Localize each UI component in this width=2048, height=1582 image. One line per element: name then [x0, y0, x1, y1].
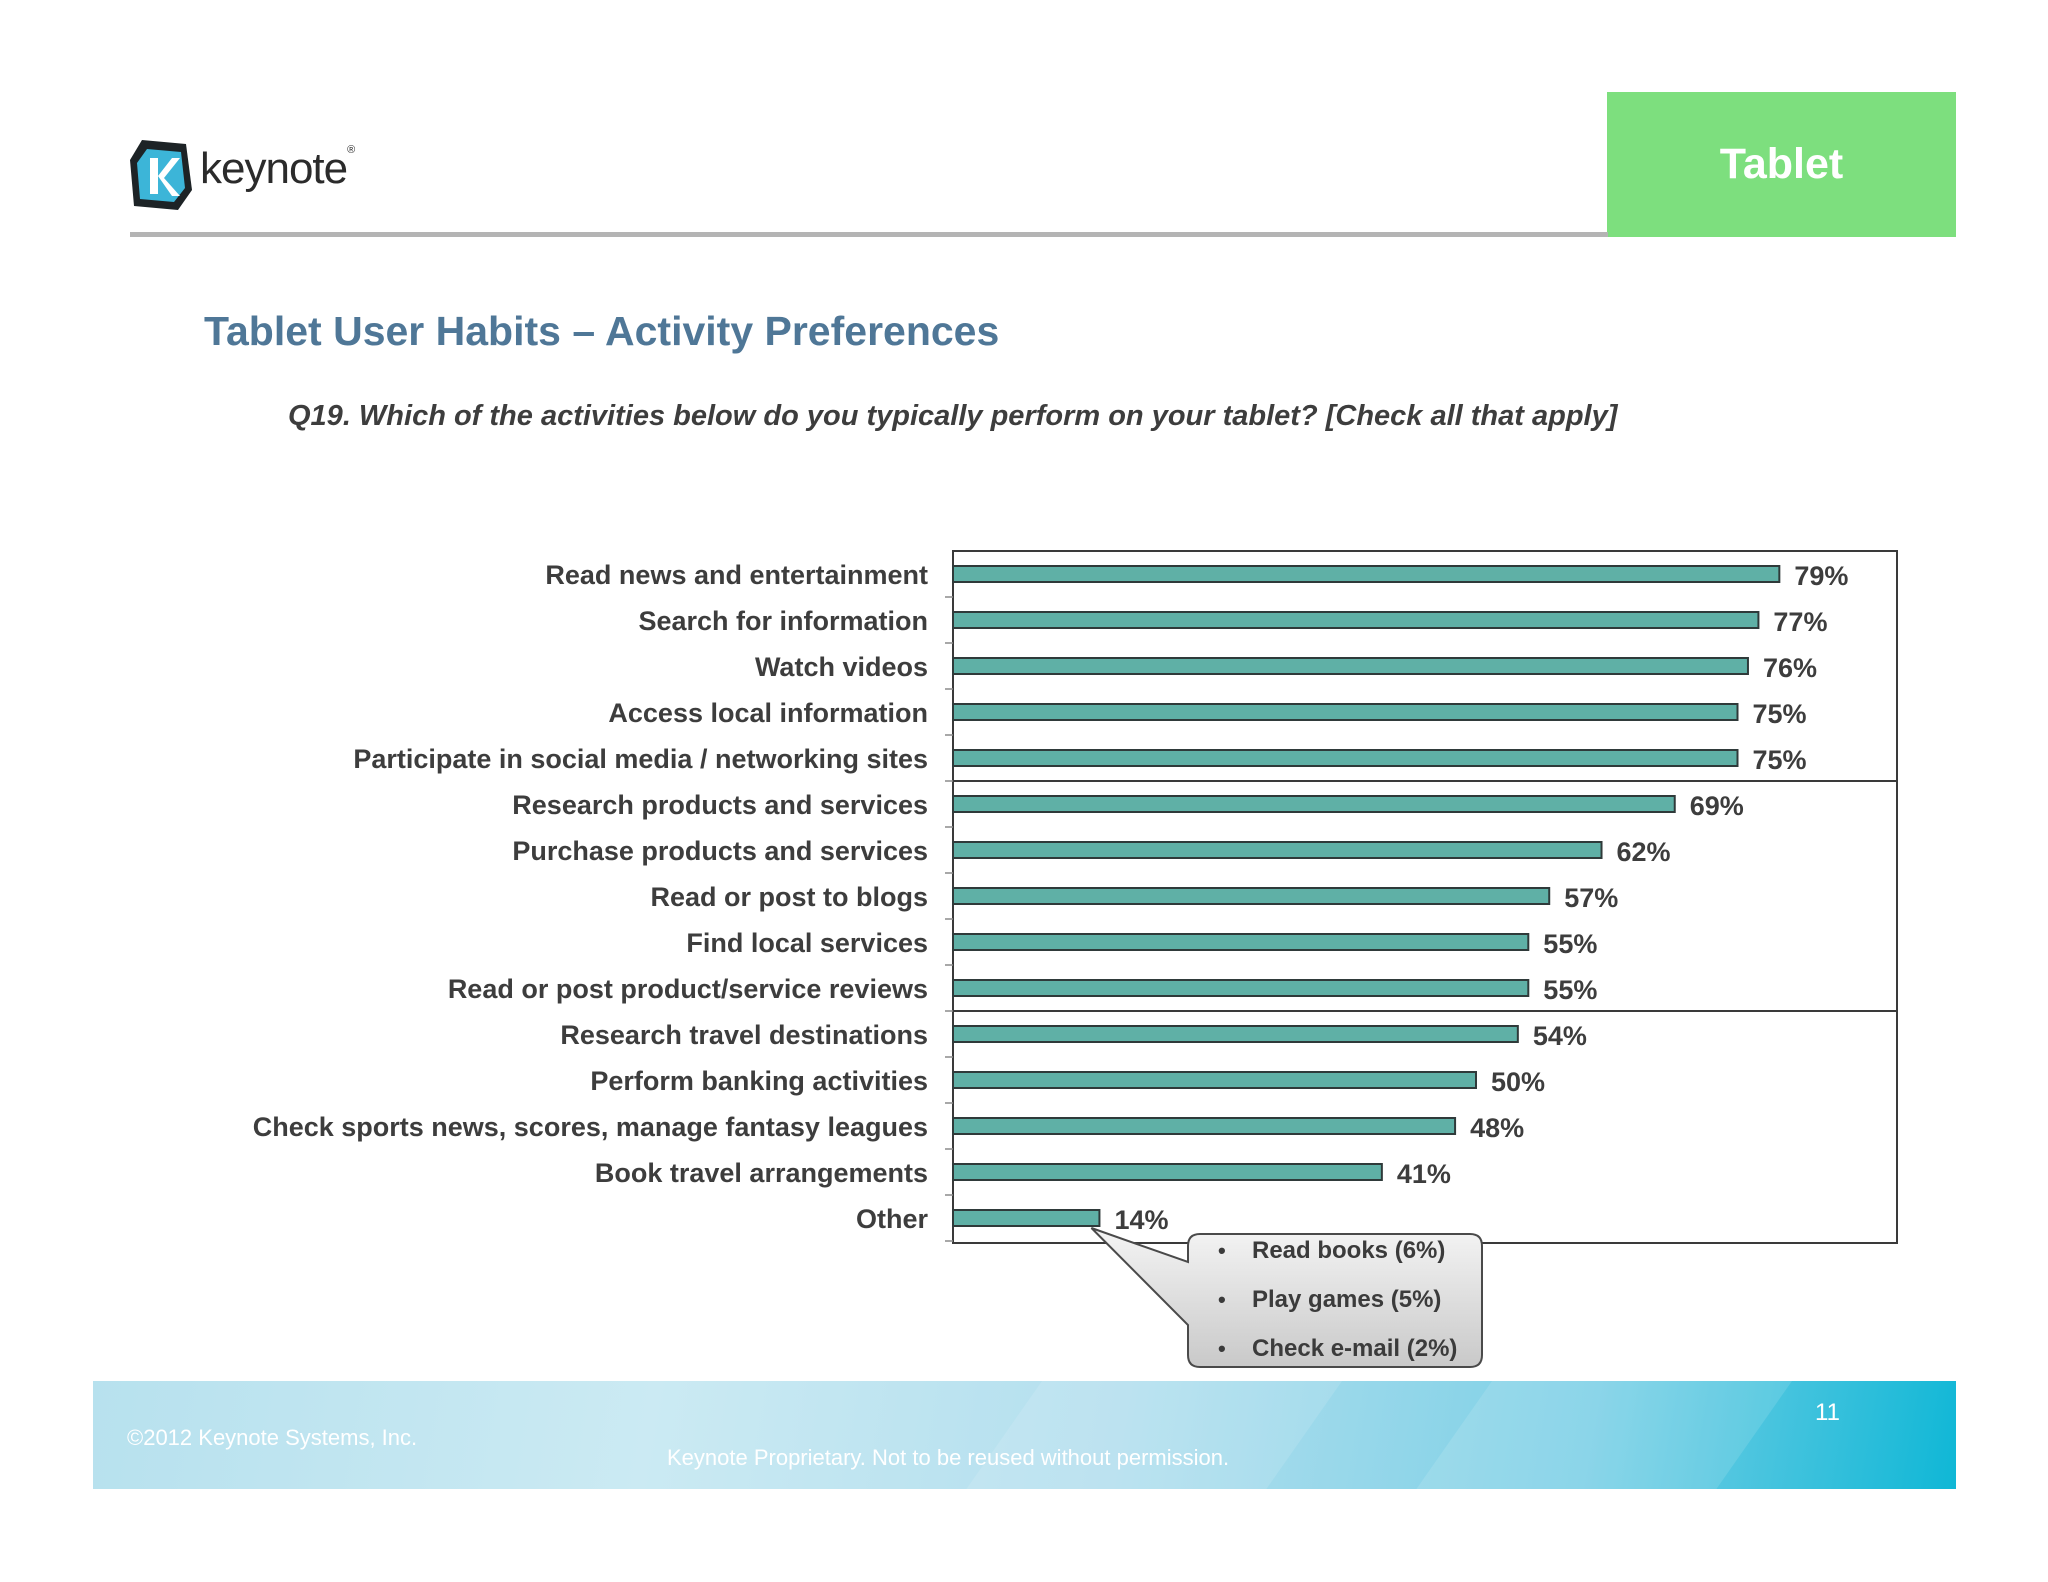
keynote-k-icon — [130, 140, 192, 210]
bar — [952, 795, 1676, 813]
category-label: Find local services — [686, 928, 928, 958]
category-label: Purchase products and services — [512, 836, 928, 866]
data-label: 50% — [1491, 1067, 1545, 1097]
survey-question: Q19. Which of the activities below do yo… — [288, 400, 1618, 432]
bar — [952, 703, 1739, 721]
category-label: Research travel destinations — [560, 1020, 928, 1050]
data-label: 41% — [1397, 1159, 1451, 1189]
data-label: 54% — [1533, 1021, 1587, 1051]
copyright-text: ©2012 Keynote Systems, Inc. — [127, 1425, 418, 1450]
page-number: 11 — [1815, 1399, 1840, 1426]
category-label: Check sports news, scores, manage fantas… — [253, 1112, 928, 1142]
data-label: 77% — [1773, 607, 1827, 637]
data-label: 55% — [1543, 929, 1597, 959]
category-label: Book travel arrangements — [595, 1158, 928, 1188]
logo-wordmark: keynote — [200, 144, 348, 193]
data-label: 57% — [1564, 883, 1618, 913]
data-label: 14% — [1114, 1205, 1168, 1235]
data-label: 75% — [1753, 745, 1807, 775]
category-label: Read news and entertainment — [545, 560, 928, 590]
bar — [952, 887, 1551, 905]
data-label: 76% — [1763, 653, 1817, 683]
bar — [952, 1025, 1519, 1043]
category-label: Research products and services — [512, 790, 928, 820]
bar — [952, 841, 1603, 859]
callout-item-check-email: Check e-mail (2%) — [1190, 1332, 1480, 1381]
data-label: 48% — [1470, 1113, 1524, 1143]
data-label: 55% — [1543, 975, 1597, 1005]
data-label: 75% — [1753, 699, 1807, 729]
category-label: Other — [856, 1204, 929, 1234]
bar — [952, 979, 1530, 997]
bar — [952, 1163, 1383, 1181]
footer-banner: ©2012 Keynote Systems, Inc. Keynote Prop… — [93, 1381, 1956, 1489]
data-label: 62% — [1617, 837, 1671, 867]
bar — [952, 1117, 1457, 1135]
data-label: 79% — [1794, 561, 1848, 591]
callout-item-read-books: Read books (6%) — [1190, 1234, 1480, 1283]
header-divider — [130, 232, 1608, 237]
bar — [952, 565, 1781, 583]
bar — [952, 933, 1530, 951]
bar — [952, 1209, 1101, 1227]
keynote-logo: keynote® — [128, 138, 358, 212]
category-label: Access local information — [608, 698, 928, 728]
category-label: Watch videos — [755, 652, 928, 682]
page-title: Tablet User Habits – Activity Preference… — [204, 308, 1000, 354]
bar — [952, 657, 1749, 675]
bar — [952, 1071, 1477, 1089]
category-label: Perform banking activities — [590, 1066, 928, 1096]
category-label: Read or post to blogs — [650, 882, 928, 912]
bar — [952, 749, 1739, 767]
bar — [952, 611, 1760, 629]
category-label: Search for information — [638, 606, 928, 636]
proprietary-notice: Keynote Proprietary. Not to be reused wi… — [667, 1445, 1230, 1470]
data-label: 69% — [1690, 791, 1744, 821]
tablet-section-tab: Tablet — [1607, 92, 1956, 237]
category-label: Participate in social media / networking… — [353, 744, 928, 774]
category-label: Read or post product/service reviews — [448, 974, 928, 1004]
callout-item-play-games: Play games (5%) — [1190, 1283, 1480, 1332]
other-breakdown-list: Read books (6%) Play games (5%) Check e-… — [1190, 1234, 1480, 1366]
